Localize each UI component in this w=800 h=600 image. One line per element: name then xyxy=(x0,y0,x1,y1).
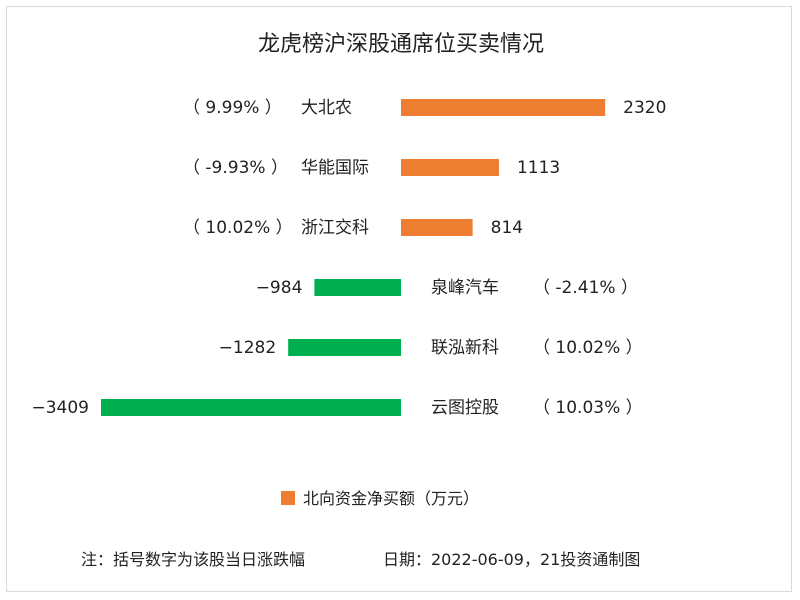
chart-title: 龙虎榜沪深股通席位买卖情况 xyxy=(258,32,544,57)
category-label-4: 泉峰汽车 xyxy=(431,278,499,298)
legend-swatch xyxy=(281,491,295,505)
bar-1 xyxy=(401,99,606,116)
bars-group: 2320 大北农 （ 9.99% ） 1113 华能国际 （ -9.93% ） 814 浙江交… xyxy=(31,98,666,418)
change-label-1: （ 9.99% ） xyxy=(183,98,282,118)
value-label-2: 1113 xyxy=(517,158,560,178)
category-label-1: 大北农 xyxy=(301,98,352,118)
value-label-5: −1282 xyxy=(219,338,277,358)
chart: 龙虎榜沪深股通席位买卖情况 2320 大北农 （ 9.99% ） 1113 华能国际 （ … xyxy=(31,32,666,569)
value-label-4: −984 xyxy=(256,278,303,298)
footer-date: 日期：2022-06-09，21投资通制图 xyxy=(383,550,640,569)
chart-frame: 龙虎榜沪深股通席位买卖情况 2320 大北农 （ 9.99% ） 1113 华能国际 （ … xyxy=(6,6,792,592)
value-label-1: 2320 xyxy=(623,98,666,118)
bar-4 xyxy=(314,279,401,296)
bar-5 xyxy=(288,339,401,356)
change-label-6: （ 10.03% ） xyxy=(533,398,643,418)
category-label-5: 联泓新科 xyxy=(431,338,499,358)
category-label-2: 华能国际 xyxy=(301,158,369,178)
bar-2 xyxy=(401,159,499,176)
change-label-3: （ 10.02% ） xyxy=(183,218,293,238)
legend-label: 北向资金净买额（万元） xyxy=(303,489,479,508)
change-label-5: （ 10.02% ） xyxy=(533,338,643,358)
bar-6 xyxy=(101,399,401,416)
value-label-3: 814 xyxy=(491,218,523,238)
legend: 北向资金净买额（万元） xyxy=(281,489,479,508)
change-label-4: （ -2.41% ） xyxy=(533,278,638,298)
category-label-3: 浙江交科 xyxy=(301,218,369,238)
footer-note: 注：括号数字为该股当日涨跌幅 xyxy=(81,550,305,569)
bar-3 xyxy=(401,219,473,236)
change-label-2: （ -9.93% ） xyxy=(183,158,288,178)
value-label-6: −3409 xyxy=(31,398,89,418)
category-label-6: 云图控股 xyxy=(431,398,499,418)
